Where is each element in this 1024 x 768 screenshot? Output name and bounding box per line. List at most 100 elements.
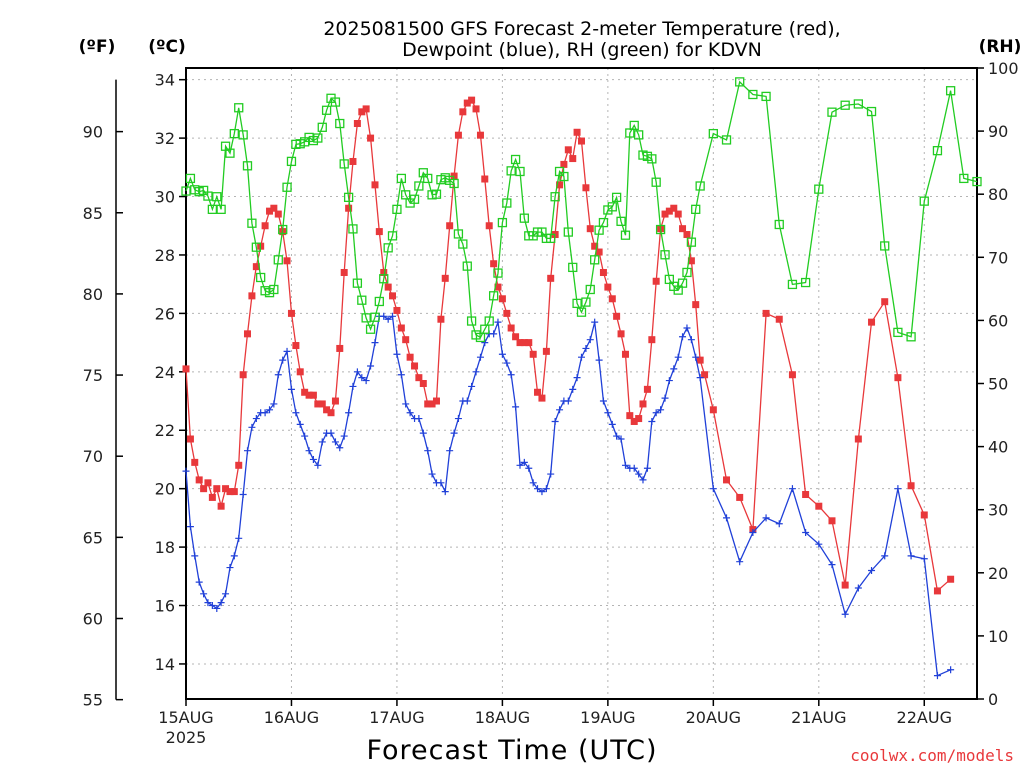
temperature-point bbox=[239, 371, 247, 379]
dewpoint-point bbox=[191, 552, 199, 560]
temperature-point bbox=[573, 128, 581, 136]
celsius-tick-label: 20 bbox=[155, 480, 175, 499]
dewpoint-point bbox=[252, 415, 260, 423]
dewpoint-point bbox=[296, 420, 304, 428]
dewpoint-point bbox=[283, 347, 291, 355]
temperature-point bbox=[582, 184, 590, 192]
rh-point bbox=[348, 224, 358, 234]
dewpoint-point bbox=[578, 353, 585, 361]
dewpoint-point bbox=[367, 362, 375, 370]
temperature-point bbox=[243, 330, 251, 338]
dewpoint-point bbox=[494, 318, 502, 326]
rh-point bbox=[880, 241, 890, 251]
temperature-point bbox=[463, 99, 471, 107]
fahrenheit-tick-label: 70 bbox=[83, 447, 103, 466]
temperature-point bbox=[881, 298, 889, 306]
temperature-point bbox=[604, 283, 612, 291]
rh-series bbox=[181, 77, 982, 343]
temperature-point bbox=[648, 336, 656, 344]
temperature-point bbox=[481, 175, 489, 183]
dewpoint-point bbox=[340, 432, 348, 440]
rh-point bbox=[651, 177, 661, 187]
dewpoint-point bbox=[749, 528, 757, 536]
temperature-point bbox=[296, 368, 304, 376]
temperature-point bbox=[235, 461, 243, 469]
dewpoint-point bbox=[529, 479, 537, 487]
rh-point bbox=[568, 262, 578, 273]
dewpoint-point bbox=[525, 464, 533, 472]
celsius-tick-label: 28 bbox=[155, 246, 175, 265]
rh-point bbox=[519, 213, 529, 223]
rh-point bbox=[629, 120, 639, 131]
rh-point bbox=[787, 279, 798, 290]
temperature-point bbox=[393, 306, 401, 314]
dewpoint-point bbox=[582, 344, 590, 352]
rh-point bbox=[185, 173, 196, 184]
temperature-point bbox=[261, 222, 269, 230]
rh-point bbox=[853, 99, 863, 109]
temperature-point bbox=[353, 120, 361, 128]
celsius-tick-label: 32 bbox=[155, 129, 175, 148]
rh-tick-label: 40 bbox=[988, 438, 1008, 457]
dewpoint-point bbox=[230, 552, 238, 560]
temperature-point bbox=[516, 339, 524, 347]
temperature-point bbox=[696, 356, 704, 364]
plot-frame bbox=[185, 67, 978, 700]
rh-point bbox=[484, 316, 494, 326]
rh-point bbox=[234, 103, 244, 113]
dewpoint-point bbox=[406, 409, 414, 417]
fahrenheit-tick-label: 60 bbox=[83, 610, 103, 629]
temperature-point bbox=[894, 374, 902, 382]
dewpoint-point bbox=[331, 438, 339, 446]
temperature-point bbox=[692, 301, 700, 309]
dewpoint-point bbox=[573, 374, 581, 382]
temperature-point bbox=[578, 137, 585, 145]
rh-point bbox=[721, 135, 732, 145]
temperature-point bbox=[186, 435, 194, 443]
temperature-point bbox=[195, 476, 203, 484]
rh-tick-label: 20 bbox=[988, 564, 1008, 583]
temperature-point bbox=[213, 485, 221, 493]
x-tick-label: 16AUG bbox=[264, 708, 319, 727]
dewpoint-point bbox=[243, 447, 251, 455]
dewpoint-point bbox=[788, 485, 796, 493]
temperature-point bbox=[512, 333, 520, 341]
rh-tick-label: 10 bbox=[988, 627, 1008, 646]
temperature-point bbox=[248, 292, 256, 300]
dewpoint-point bbox=[239, 491, 247, 499]
temperature-point bbox=[424, 400, 432, 408]
temperature-point bbox=[380, 268, 388, 276]
temperature-point bbox=[547, 274, 555, 282]
dewpoint-point bbox=[384, 315, 392, 323]
fahrenheit-tick-label: 80 bbox=[83, 285, 103, 304]
dewpoint-point bbox=[547, 470, 555, 478]
rh-point bbox=[488, 291, 499, 301]
x-tick-label: 17AUG bbox=[369, 708, 424, 727]
rh-point bbox=[647, 154, 657, 164]
fahrenheit-tick-label: 75 bbox=[83, 366, 103, 385]
rh-point bbox=[453, 229, 464, 239]
x-tick-label: 20AUG bbox=[686, 708, 741, 727]
temperature-point bbox=[736, 493, 744, 501]
temperature-point bbox=[643, 385, 651, 393]
dewpoint-point bbox=[608, 420, 616, 428]
rh-point bbox=[396, 173, 407, 184]
temperature-point bbox=[652, 277, 660, 285]
fahrenheit-unit-label: (ºF) bbox=[79, 37, 116, 57]
temperature-series bbox=[182, 96, 955, 595]
dewpoint-point bbox=[621, 461, 629, 469]
dewpoint-point bbox=[345, 409, 353, 417]
axes bbox=[115, 67, 984, 706]
dewpoint-point bbox=[551, 417, 559, 425]
rh-point bbox=[286, 156, 297, 167]
temperature-point bbox=[182, 365, 190, 373]
temperature-point bbox=[208, 493, 216, 501]
rh-point bbox=[497, 217, 508, 228]
dewpoint-point bbox=[652, 409, 660, 417]
rh-point bbox=[616, 216, 626, 226]
rh-point bbox=[611, 192, 622, 203]
rh-point bbox=[945, 86, 956, 96]
dewpoint-point bbox=[419, 429, 427, 437]
dewpoint-point bbox=[454, 415, 462, 423]
temperature-point bbox=[345, 204, 353, 212]
